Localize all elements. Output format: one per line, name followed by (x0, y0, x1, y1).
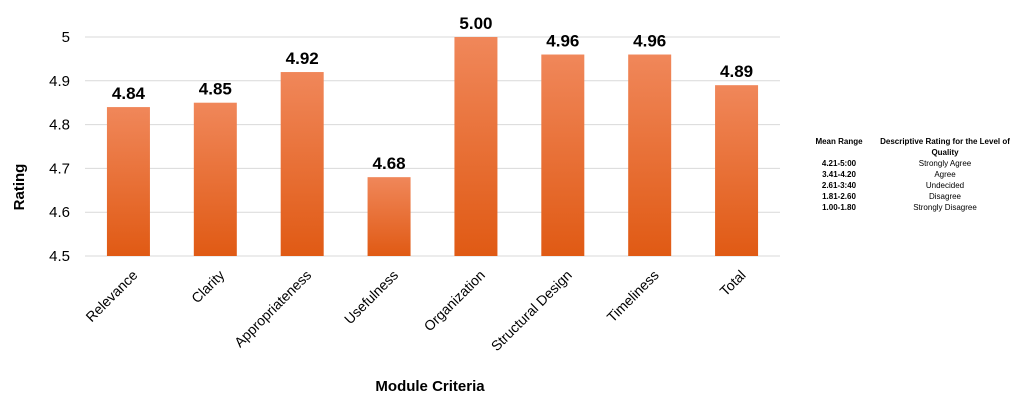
legend-rating: Undecided (925, 181, 965, 190)
bar (541, 54, 585, 256)
data-label: 4.89 (720, 62, 753, 81)
x-tick-label: Organization (421, 267, 488, 334)
x-tick-label: Clarity (188, 267, 227, 306)
bar (628, 54, 672, 256)
legend-range: 2.61-3:40 (821, 181, 857, 190)
y-tick-label: 4.9 (49, 73, 70, 90)
mean-range-legend-table: Mean Range Descriptive Rating for the Le… (808, 136, 1019, 213)
data-label: 4.84 (112, 84, 146, 103)
data-label: 4.85 (199, 80, 232, 99)
legend-row: 3.41-4.20 Agree (808, 169, 1019, 180)
legend-row: 1.81-2.60 Disagree (808, 191, 1019, 202)
legend-rating: Strongly Disagree (913, 203, 977, 212)
data-label: 4.96 (546, 32, 579, 51)
legend-range: 4.21-5:00 (821, 159, 857, 168)
x-tick-label: Total (716, 267, 748, 299)
bar (106, 107, 150, 256)
data-label: 4.68 (373, 154, 406, 173)
bar (715, 85, 759, 257)
legend-header-mean-range: Mean Range (815, 137, 863, 146)
legend-table-header: Mean Range Descriptive Rating for the Le… (808, 136, 1019, 158)
y-axis-title: Rating (11, 164, 28, 211)
bar (193, 102, 237, 256)
y-axis-ticks: 4.5 4.6 4.7 4.8 4.9 5 (49, 29, 70, 265)
y-tick-label: 4.5 (49, 248, 70, 265)
bar (454, 37, 498, 256)
x-tick-label: Timeliness (604, 267, 662, 325)
legend-header-descriptive-rating: Descriptive Rating for the Level of Qual… (880, 137, 1010, 157)
x-axis-title: Module Criteria (375, 378, 485, 394)
legend-range: 1.81-2.60 (822, 192, 856, 201)
legend-rating: Strongly Agree (918, 159, 972, 168)
data-label: 4.96 (633, 32, 666, 51)
data-labels: 4.84 4.85 4.92 4.68 5.00 4.96 4.96 4.89 (112, 14, 753, 173)
gridlines (85, 36, 780, 257)
x-tick-label: Relevance (82, 267, 140, 325)
bar (280, 72, 324, 256)
bar-chart: 4.5 4.6 4.7 4.8 4.9 5 4.84 4.85 4.92 4.68 5.00 4.9… (11, 14, 780, 394)
legend-row: 4.21-5:00 Strongly Agree (808, 158, 1019, 169)
y-tick-label: 5 (62, 29, 70, 46)
y-tick-label: 4.6 (49, 204, 70, 221)
bar (367, 177, 411, 256)
data-label: 4.92 (286, 49, 319, 68)
legend-rating: Disagree (928, 192, 961, 201)
data-label: 5.00 (459, 14, 492, 33)
x-tick-label: Usefulness (341, 267, 401, 327)
legend-range: 3.41-4.20 (822, 170, 856, 179)
legend-row: 2.61-3:40 Undecided (808, 180, 1019, 191)
x-tick-label: Appropriateness (231, 267, 314, 350)
bars (106, 37, 759, 257)
legend-rating: Agree (934, 170, 956, 179)
legend-row: 1.00-1.80 Strongly Disagree (808, 202, 1019, 213)
x-axis-ticks: Relevance Clarity Appropriateness Usefulnes… (82, 267, 748, 354)
y-tick-label: 4.7 (49, 160, 70, 177)
legend-range: 1.00-1.80 (822, 203, 856, 212)
x-tick-label: Structural Design (488, 267, 575, 354)
y-tick-label: 4.8 (49, 117, 70, 134)
